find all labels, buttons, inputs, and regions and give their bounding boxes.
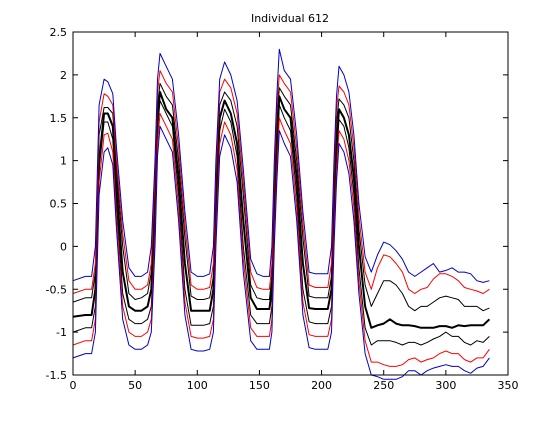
y-tick-label: 1 xyxy=(60,155,67,168)
chart-title: Individual 612 xyxy=(251,12,329,25)
x-tick-label: 200 xyxy=(311,379,332,392)
series-line-4 xyxy=(72,70,490,294)
y-tick-label: 0.5 xyxy=(50,198,68,211)
y-tick-label: 2.5 xyxy=(50,26,68,39)
x-tick-label: 150 xyxy=(249,379,270,392)
x-tick-label: 250 xyxy=(373,379,394,392)
y-tick-label: -1.5 xyxy=(46,369,67,382)
y-tick-label: -0.5 xyxy=(46,283,67,296)
series-line-5 xyxy=(72,113,490,367)
y-tick-label: 0 xyxy=(60,240,67,253)
series-line-6 xyxy=(72,48,490,283)
x-tick-label: 0 xyxy=(70,379,77,392)
y-tick-label: 2 xyxy=(60,69,67,82)
plot-area xyxy=(73,32,508,375)
x-tick-label: 350 xyxy=(498,379,519,392)
y-tick-label: 1.5 xyxy=(50,112,68,125)
y-tick-label: -1 xyxy=(56,326,67,339)
series-line-7 xyxy=(72,125,490,380)
x-tick-label: 300 xyxy=(435,379,456,392)
series-line-1 xyxy=(72,91,491,329)
x-tick-label: 50 xyxy=(128,379,142,392)
x-tick-label: 100 xyxy=(187,379,208,392)
